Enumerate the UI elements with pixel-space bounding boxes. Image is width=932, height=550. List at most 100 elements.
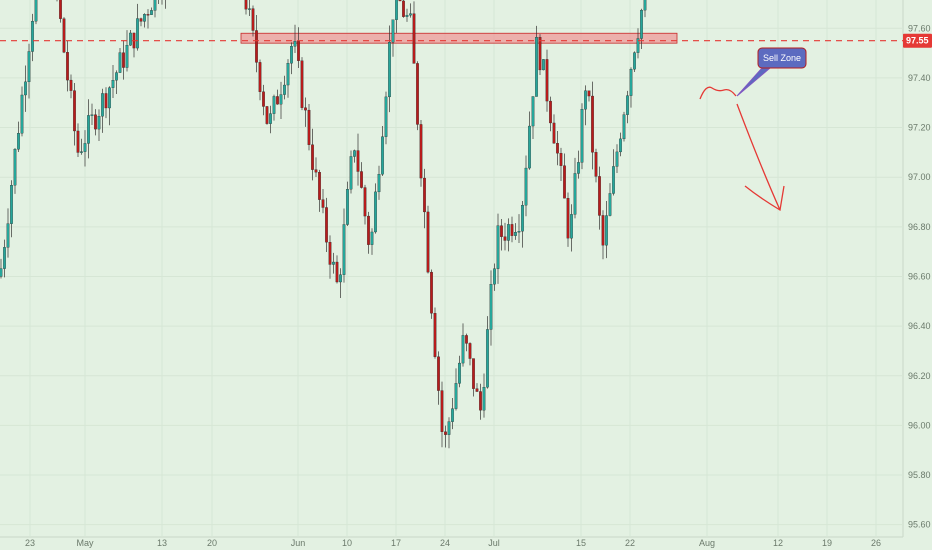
- y-tick-label: 96.00: [908, 420, 931, 430]
- candle-body: [510, 224, 514, 236]
- x-tick-label: 23: [25, 538, 35, 548]
- x-tick-label: 24: [440, 538, 450, 548]
- candle-body: [31, 21, 34, 52]
- candle-body: [353, 150, 356, 157]
- candle-body: [3, 247, 6, 269]
- candle-body: [363, 187, 367, 217]
- candle-body: [482, 387, 486, 411]
- x-tick-label: 10: [342, 538, 352, 548]
- candle-body: [626, 95, 629, 115]
- candle-body: [300, 60, 304, 108]
- candle-body: [111, 80, 115, 88]
- candle-body: [279, 94, 283, 105]
- candle-body: [388, 42, 391, 98]
- candle-body: [503, 236, 507, 241]
- candle-body: [304, 107, 307, 111]
- candle-body: [356, 150, 360, 172]
- candle-body: [97, 116, 101, 130]
- candle-body: [556, 143, 559, 154]
- candle-body: [629, 68, 633, 96]
- candle-body: [563, 165, 566, 199]
- candle-body: [622, 114, 626, 140]
- candle-body: [248, 8, 251, 10]
- x-tick-label: 20: [207, 538, 217, 548]
- candle-body: [402, 0, 405, 17]
- y-tick-label: 95.60: [908, 520, 931, 530]
- candle-body: [69, 79, 73, 91]
- candle-body: [528, 125, 531, 169]
- candle-body: [423, 177, 426, 213]
- candle-body: [584, 90, 587, 110]
- candle-body: [521, 205, 524, 232]
- candle-body: [276, 96, 279, 105]
- candle-body: [311, 144, 314, 170]
- candle-body: [468, 343, 472, 359]
- candle-body: [433, 313, 437, 357]
- candle-body: [244, 0, 248, 10]
- x-tick-label: 19: [822, 538, 832, 548]
- y-tick-label: 96.40: [908, 321, 931, 331]
- zones-layer: [240, 32, 678, 44]
- candle-body: [370, 231, 374, 245]
- candle-body: [101, 93, 104, 117]
- candle-body: [524, 167, 528, 206]
- candle-body: [297, 41, 300, 61]
- candle-body: [94, 114, 97, 130]
- candle-body: [496, 225, 500, 269]
- y-tick-label: 97.40: [908, 73, 931, 83]
- candle-body: [409, 13, 412, 16]
- candle-body: [458, 362, 461, 384]
- candle-body: [314, 169, 318, 173]
- candle-body: [552, 122, 556, 144]
- candle-body: [430, 271, 433, 314]
- candle-body: [440, 390, 444, 432]
- candle-body: [6, 223, 10, 248]
- candle-body: [125, 45, 129, 68]
- candle-body: [283, 84, 286, 95]
- candle-body: [601, 215, 605, 246]
- x-tick-label: 26: [871, 538, 881, 548]
- candle-body: [405, 14, 409, 17]
- candle-body: [472, 358, 475, 389]
- candle-body: [80, 151, 83, 153]
- candle-body: [24, 81, 27, 96]
- candle-body: [395, 0, 398, 20]
- candle-body: [83, 143, 87, 152]
- candle-body: [146, 14, 150, 16]
- candle-body: [76, 130, 80, 153]
- candle-body: [90, 114, 94, 116]
- candle-body: [514, 231, 517, 236]
- candle-body: [342, 224, 346, 275]
- x-tick-label: 13: [157, 538, 167, 548]
- y-tick-label: 97.60: [908, 23, 931, 33]
- candle-body: [262, 91, 265, 107]
- y-tick-label: 96.20: [908, 371, 931, 381]
- candle-body: [122, 52, 125, 68]
- projected-top-wave: [699, 86, 737, 100]
- candle-body: [384, 96, 388, 137]
- candle-body: [339, 274, 342, 283]
- sell-zone-callout[interactable]: [757, 47, 807, 69]
- y-tick-label: 97.00: [908, 172, 931, 182]
- candle-body: [437, 356, 440, 391]
- candle-body: [367, 215, 370, 245]
- candle-body: [290, 46, 293, 64]
- candle-body: [570, 214, 573, 239]
- candle-body: [374, 191, 377, 233]
- price-axis[interactable]: 98.8098.6098.4098.2098.0097.8097.6097.40…: [908, 0, 931, 530]
- candle-body: [377, 174, 381, 193]
- candle-body: [325, 207, 328, 243]
- support-zone-box[interactable]: [240, 32, 678, 44]
- candle-body: [598, 176, 601, 216]
- time-axis[interactable]: 23 May 13 20 Jun 10 17 24 Jul 15 22 Aug 12 19 26: [25, 538, 881, 548]
- candle-body: [615, 151, 619, 167]
- candle-body: [307, 109, 311, 145]
- candle-body: [566, 198, 570, 239]
- candle-body: [531, 96, 535, 127]
- candle-body: [360, 171, 363, 188]
- candle-body: [461, 335, 465, 364]
- candle-body: [20, 94, 24, 134]
- candle-body: [594, 152, 598, 177]
- candle-body: [493, 268, 496, 285]
